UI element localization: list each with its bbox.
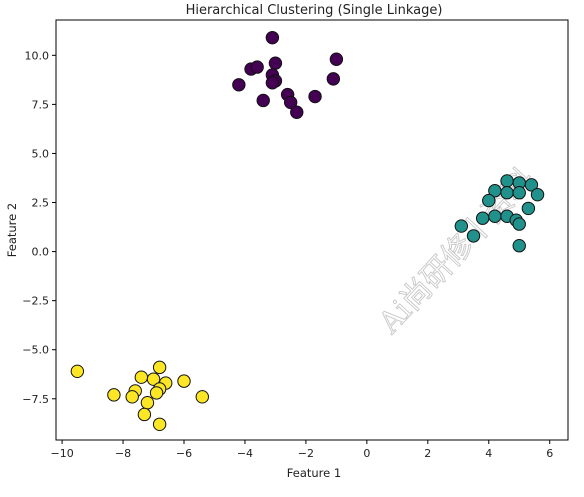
x-axis-label: Feature 1: [287, 466, 341, 480]
cluster-3-point: [134, 370, 149, 384]
cluster-2-point: [521, 201, 536, 216]
cluster-3-point: [152, 417, 167, 431]
x-tick-label: −4: [237, 447, 253, 460]
y-axis-label: Feature 2: [5, 203, 19, 257]
chart-title: Hierarchical Clustering (Single Linkage): [186, 3, 443, 18]
cluster-1-point: [283, 95, 298, 110]
cluster-3-point: [125, 390, 139, 404]
x-tick-label: 4: [485, 447, 492, 460]
y-tick-label: −7.5: [22, 393, 49, 406]
cluster-1-point: [232, 78, 246, 92]
cluster-1-point: [329, 52, 344, 66]
cluster-3-point: [137, 407, 152, 422]
x-tick-label: −2: [298, 447, 314, 460]
x-axis-ticks: −10 −8 −6 −4 −2 0 2 4 6: [50, 440, 553, 460]
cluster-3-point: [140, 396, 155, 410]
y-tick-label: −5.0: [22, 344, 49, 357]
cluster-2-point: [500, 174, 514, 188]
cluster-2-point: [488, 209, 502, 223]
cluster-3-point: [146, 372, 161, 386]
cluster-1-point: [290, 105, 304, 119]
y-tick-label: 2.5: [32, 197, 50, 210]
cluster-1-point: [268, 56, 283, 70]
cluster-3-point: [195, 390, 209, 404]
cluster-2-point: [482, 193, 496, 208]
cluster-2-point: [454, 219, 469, 233]
cluster-3-point: [177, 374, 191, 388]
y-tick-label: 5.0: [32, 147, 50, 160]
cluster-2-point: [524, 178, 539, 192]
x-tick-label: −10: [50, 447, 73, 460]
cluster-2-point: [466, 229, 481, 243]
y-tick-label: −2.5: [22, 295, 49, 308]
x-tick-label: 6: [546, 447, 553, 460]
y-tick-label: 7.5: [32, 98, 50, 111]
cluster-1-point: [326, 72, 341, 86]
x-tick-label: 0: [363, 447, 370, 460]
cluster-3-point: [152, 360, 167, 375]
data-points: [70, 30, 545, 431]
y-tick-label: 10.0: [25, 49, 50, 62]
cluster-2-point: [500, 186, 514, 200]
cluster-3-point: [107, 388, 121, 402]
y-axis-ticks: −7.5 −5.0 −2.5 0.0 2.5 5.0 7.5 10.0: [22, 49, 56, 406]
cluster-2-point: [512, 239, 526, 253]
cluster-1-point: [250, 60, 264, 74]
cluster-3-point: [149, 386, 164, 400]
cluster-2-point: [512, 186, 526, 200]
plot-area-frame: [55, 19, 569, 441]
cluster-2-point: [530, 187, 545, 202]
cluster-1-point: [256, 93, 270, 108]
cluster-3-point: [70, 364, 85, 379]
cluster-1-point: [265, 30, 280, 45]
x-tick-label: −8: [115, 447, 131, 460]
cluster-1-point: [265, 76, 280, 90]
cluster-2-point: [475, 211, 490, 225]
x-tick-label: −6: [176, 447, 192, 460]
x-tick-label: 2: [424, 447, 431, 460]
y-tick-label: 0.0: [32, 246, 50, 259]
cluster-2-point: [512, 217, 526, 231]
cluster-1-point: [308, 89, 322, 104]
